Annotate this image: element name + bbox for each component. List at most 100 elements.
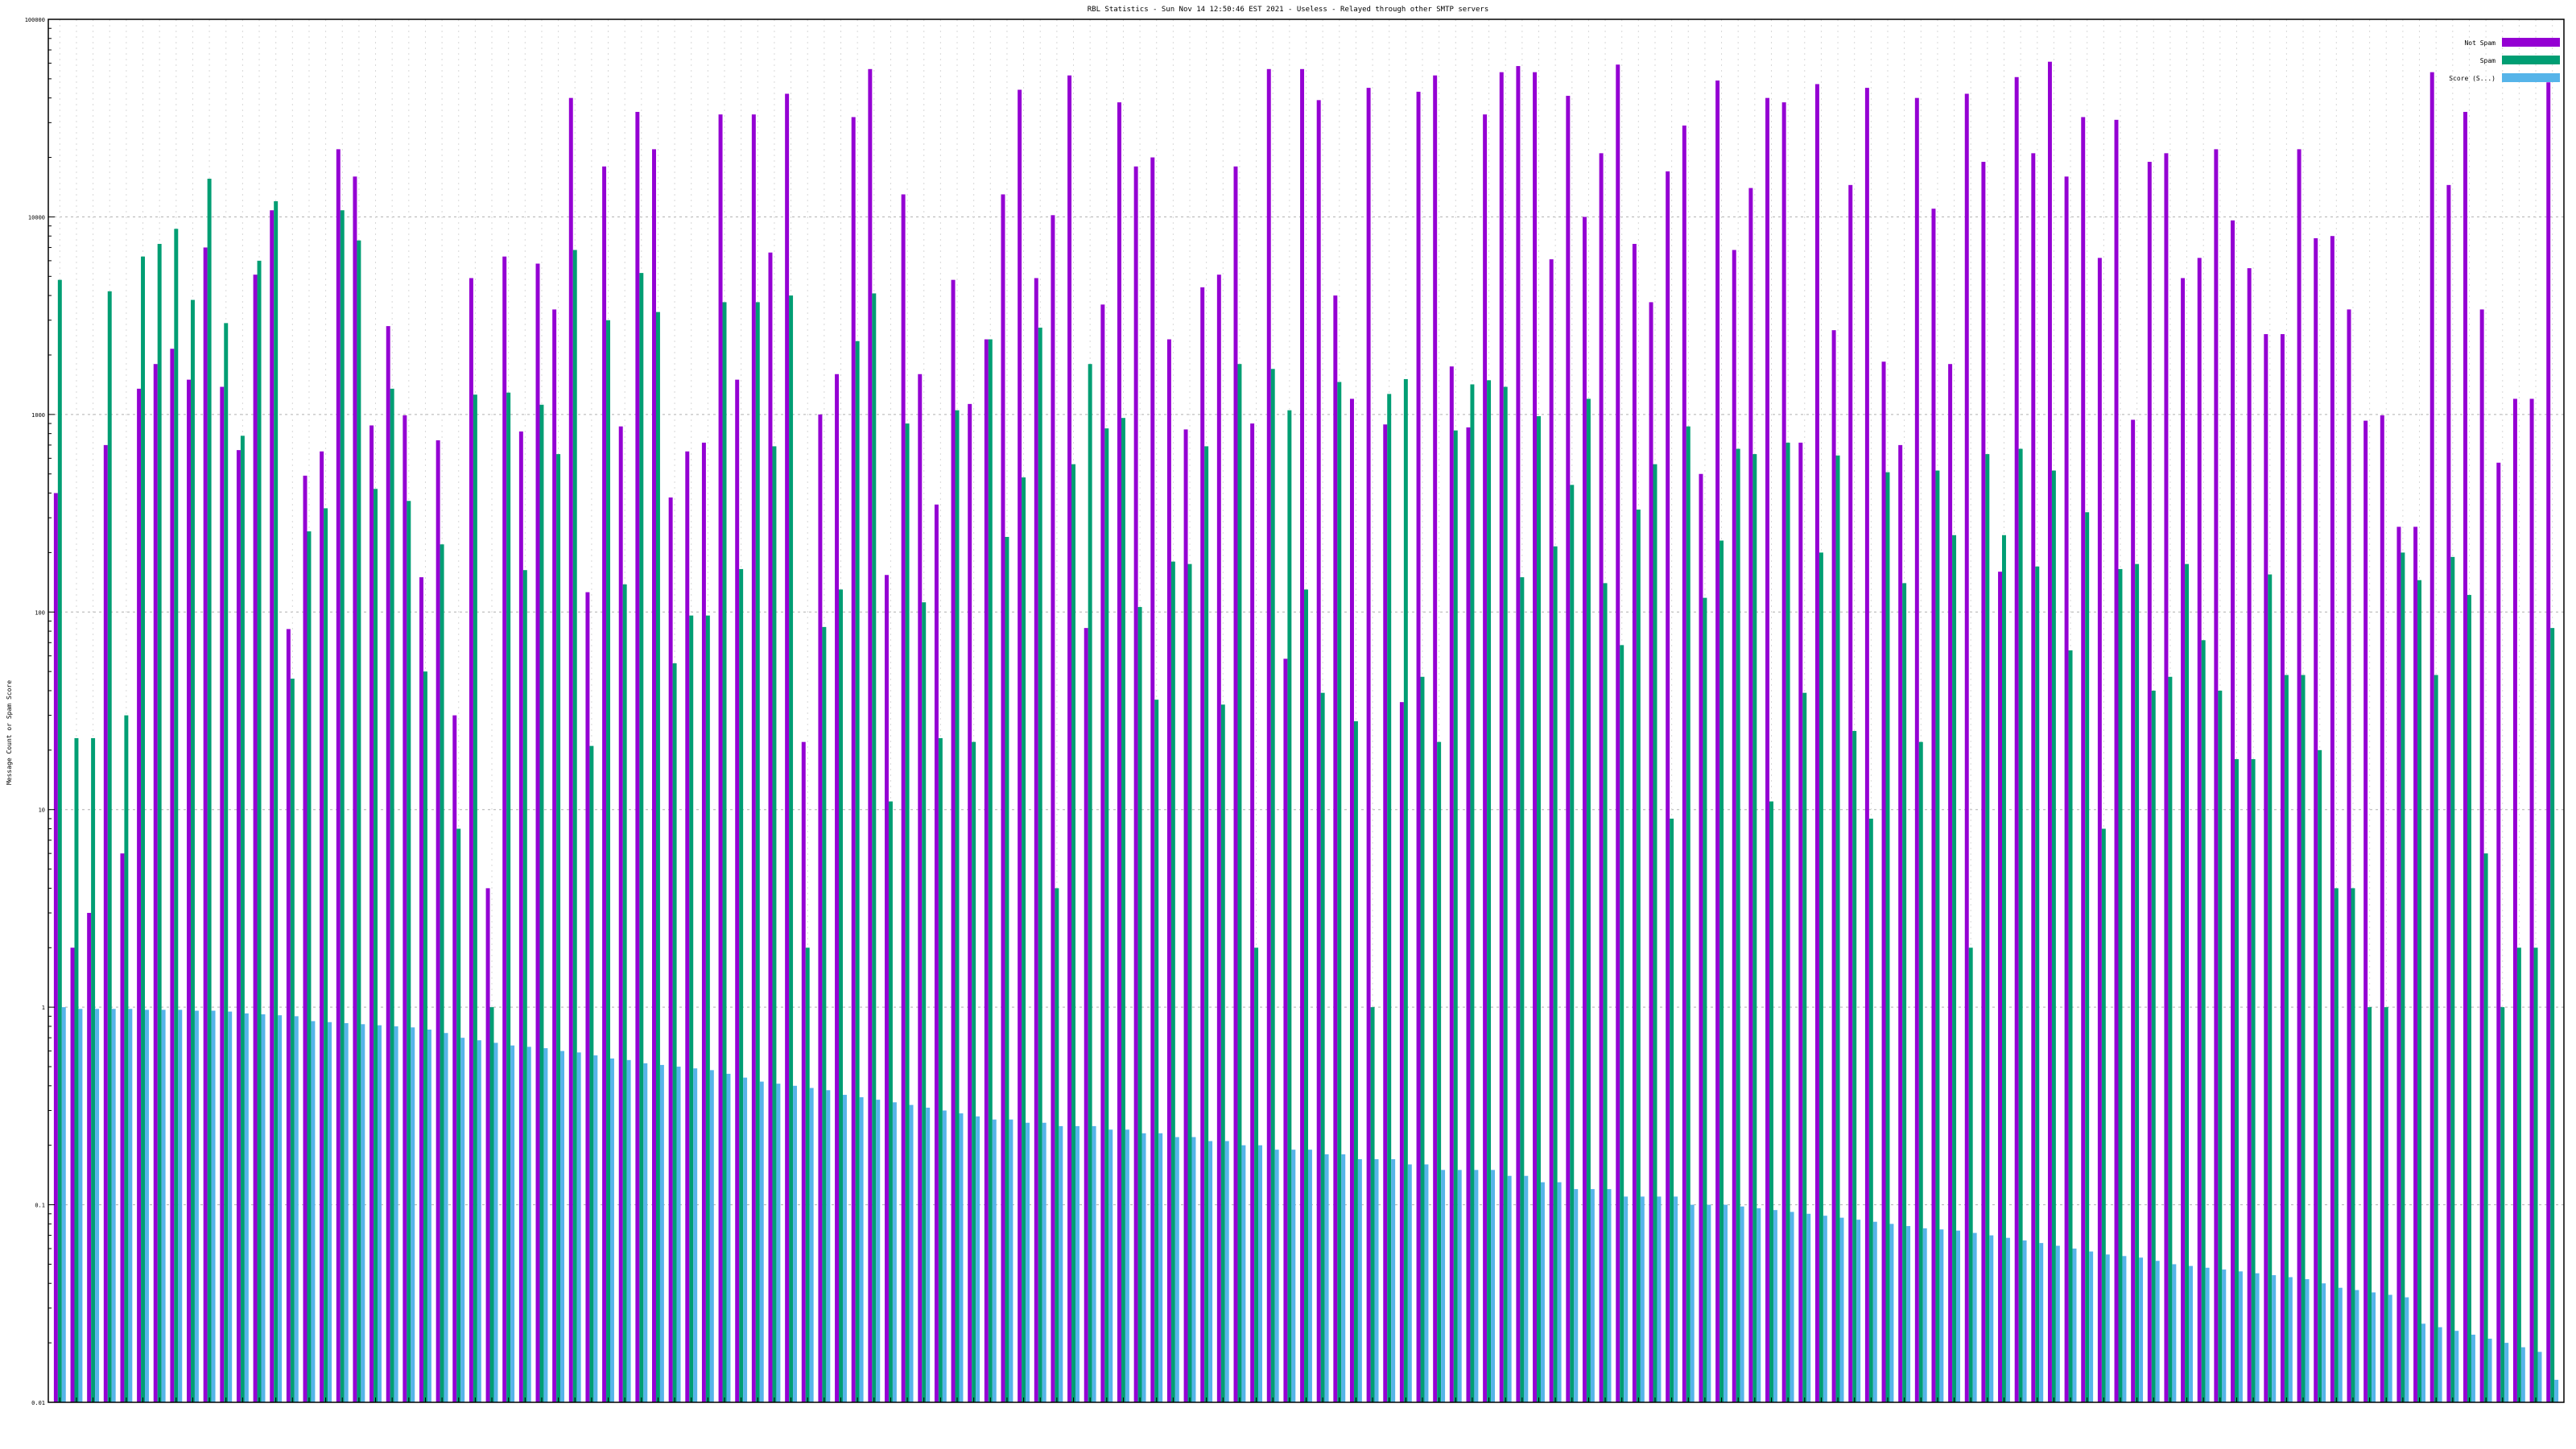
bar-score bbox=[1773, 1210, 1777, 1402]
y-tick-label: 1 bbox=[42, 1005, 45, 1011]
bar-spam bbox=[1719, 540, 1724, 1403]
bar-score bbox=[876, 1100, 881, 1402]
bar-not-spam bbox=[1283, 658, 1288, 1402]
bar-score bbox=[959, 1113, 964, 1402]
bar-score bbox=[1391, 1159, 1396, 1402]
bar-spam bbox=[1088, 364, 1092, 1403]
bar-score bbox=[593, 1055, 598, 1402]
bar-spam bbox=[1802, 692, 1807, 1402]
bar-not-spam bbox=[1516, 66, 1521, 1403]
bar-score bbox=[2537, 1352, 2542, 1402]
y-tick-label: 0.1 bbox=[35, 1203, 45, 1209]
bar-score bbox=[1141, 1133, 1146, 1402]
bar-spam bbox=[1586, 398, 1591, 1402]
bar-not-spam bbox=[1067, 75, 1072, 1402]
bar-not-spam bbox=[1864, 88, 1869, 1402]
bar-spam bbox=[224, 323, 229, 1402]
bar-score bbox=[609, 1058, 614, 1402]
bar-spam bbox=[157, 243, 162, 1403]
bar-score bbox=[2288, 1277, 2293, 1402]
bar-score bbox=[328, 1022, 332, 1402]
bar-not-spam bbox=[618, 426, 623, 1402]
bar-not-spam bbox=[1001, 194, 1005, 1402]
bar-not-spam bbox=[353, 176, 357, 1403]
bar-not-spam bbox=[2114, 119, 2119, 1403]
bar-spam bbox=[622, 584, 627, 1402]
bar-spam bbox=[1769, 801, 1773, 1402]
bar-not-spam bbox=[2231, 220, 2235, 1402]
bar-not-spam bbox=[735, 379, 740, 1403]
bar-not-spam bbox=[2380, 415, 2384, 1402]
bar-spam bbox=[1170, 561, 1175, 1402]
bar-score bbox=[659, 1064, 664, 1402]
bar-spam bbox=[2334, 888, 2339, 1402]
bar-spam bbox=[1320, 692, 1325, 1402]
bar-spam bbox=[1968, 947, 1973, 1402]
bar-score bbox=[1574, 1189, 1579, 1402]
bar-score bbox=[278, 1015, 283, 1402]
bar-score bbox=[194, 1010, 199, 1402]
bar-score bbox=[1839, 1217, 1844, 1402]
bar-not-spam bbox=[2247, 268, 2252, 1402]
bar-score bbox=[676, 1067, 681, 1402]
bar-spam bbox=[2101, 828, 2106, 1402]
bar-score bbox=[2355, 1290, 2359, 1402]
bar-score bbox=[2272, 1275, 2277, 1402]
bar-score bbox=[394, 1026, 398, 1402]
bar-spam bbox=[1902, 583, 1907, 1402]
bar-spam bbox=[2351, 888, 2355, 1402]
bar-not-spam bbox=[1433, 75, 1438, 1402]
bar-not-spam bbox=[2463, 111, 2467, 1402]
bar-not-spam bbox=[120, 853, 125, 1402]
bar-score bbox=[2504, 1343, 2509, 1402]
bar-not-spam bbox=[1998, 572, 2003, 1402]
bar-spam bbox=[274, 200, 279, 1402]
legend-swatch bbox=[2502, 73, 2560, 82]
bar-spam bbox=[2533, 947, 2538, 1402]
bar-score bbox=[493, 1042, 498, 1402]
bar-score bbox=[1557, 1182, 1562, 1402]
bar-not-spam bbox=[1848, 184, 1853, 1403]
bar-spam bbox=[988, 339, 993, 1402]
bar-not-spam bbox=[2181, 278, 2186, 1402]
bar-not-spam bbox=[984, 339, 989, 1402]
legend: Not Spam Spam Score (S...) bbox=[2449, 38, 2560, 82]
bar-spam bbox=[938, 737, 943, 1402]
bar-score bbox=[826, 1090, 831, 1402]
bar-score bbox=[2372, 1292, 2376, 1402]
bar-spam bbox=[1835, 455, 1840, 1402]
bar-not-spam bbox=[768, 252, 773, 1402]
bar-spam bbox=[522, 570, 527, 1403]
bar-spam bbox=[1636, 510, 1641, 1402]
bar-not-spam bbox=[1466, 427, 1471, 1402]
bar-spam bbox=[972, 741, 976, 1402]
bar-spam bbox=[2417, 580, 2422, 1402]
bar-score bbox=[510, 1045, 515, 1402]
bar-not-spam bbox=[2131, 419, 2136, 1402]
bar-score bbox=[1241, 1145, 1246, 1402]
bar-spam bbox=[1570, 485, 1575, 1402]
bar-not-spam bbox=[2214, 149, 2219, 1402]
bar-not-spam bbox=[1150, 157, 1155, 1402]
legend-swatch bbox=[2502, 56, 2560, 64]
bar-score bbox=[95, 1009, 100, 1402]
bar-score bbox=[1258, 1145, 1263, 1402]
bar-score bbox=[1806, 1213, 1811, 1402]
bar-not-spam bbox=[1566, 96, 1571, 1402]
bar-spam bbox=[1752, 454, 1757, 1402]
bar-not-spam bbox=[701, 442, 706, 1402]
bar-spam bbox=[456, 828, 461, 1402]
bar-not-spam bbox=[1781, 102, 1786, 1403]
bar-score bbox=[261, 1014, 266, 1402]
chart-title: RBL Statistics - Sun Nov 14 12:50:46 EST… bbox=[1088, 6, 1489, 14]
bar-score bbox=[244, 1013, 249, 1402]
bar-spam bbox=[2483, 853, 2488, 1402]
bar-score bbox=[1307, 1150, 1312, 1402]
bar-not-spam bbox=[2097, 258, 2102, 1402]
bar-spam bbox=[1187, 564, 1192, 1402]
legend-label: Not Spam bbox=[2464, 39, 2496, 47]
bar-not-spam bbox=[2314, 237, 2318, 1403]
bar-not-spam bbox=[402, 415, 407, 1402]
bar-spam bbox=[1470, 384, 1475, 1403]
bar-score bbox=[1507, 1175, 1512, 1402]
